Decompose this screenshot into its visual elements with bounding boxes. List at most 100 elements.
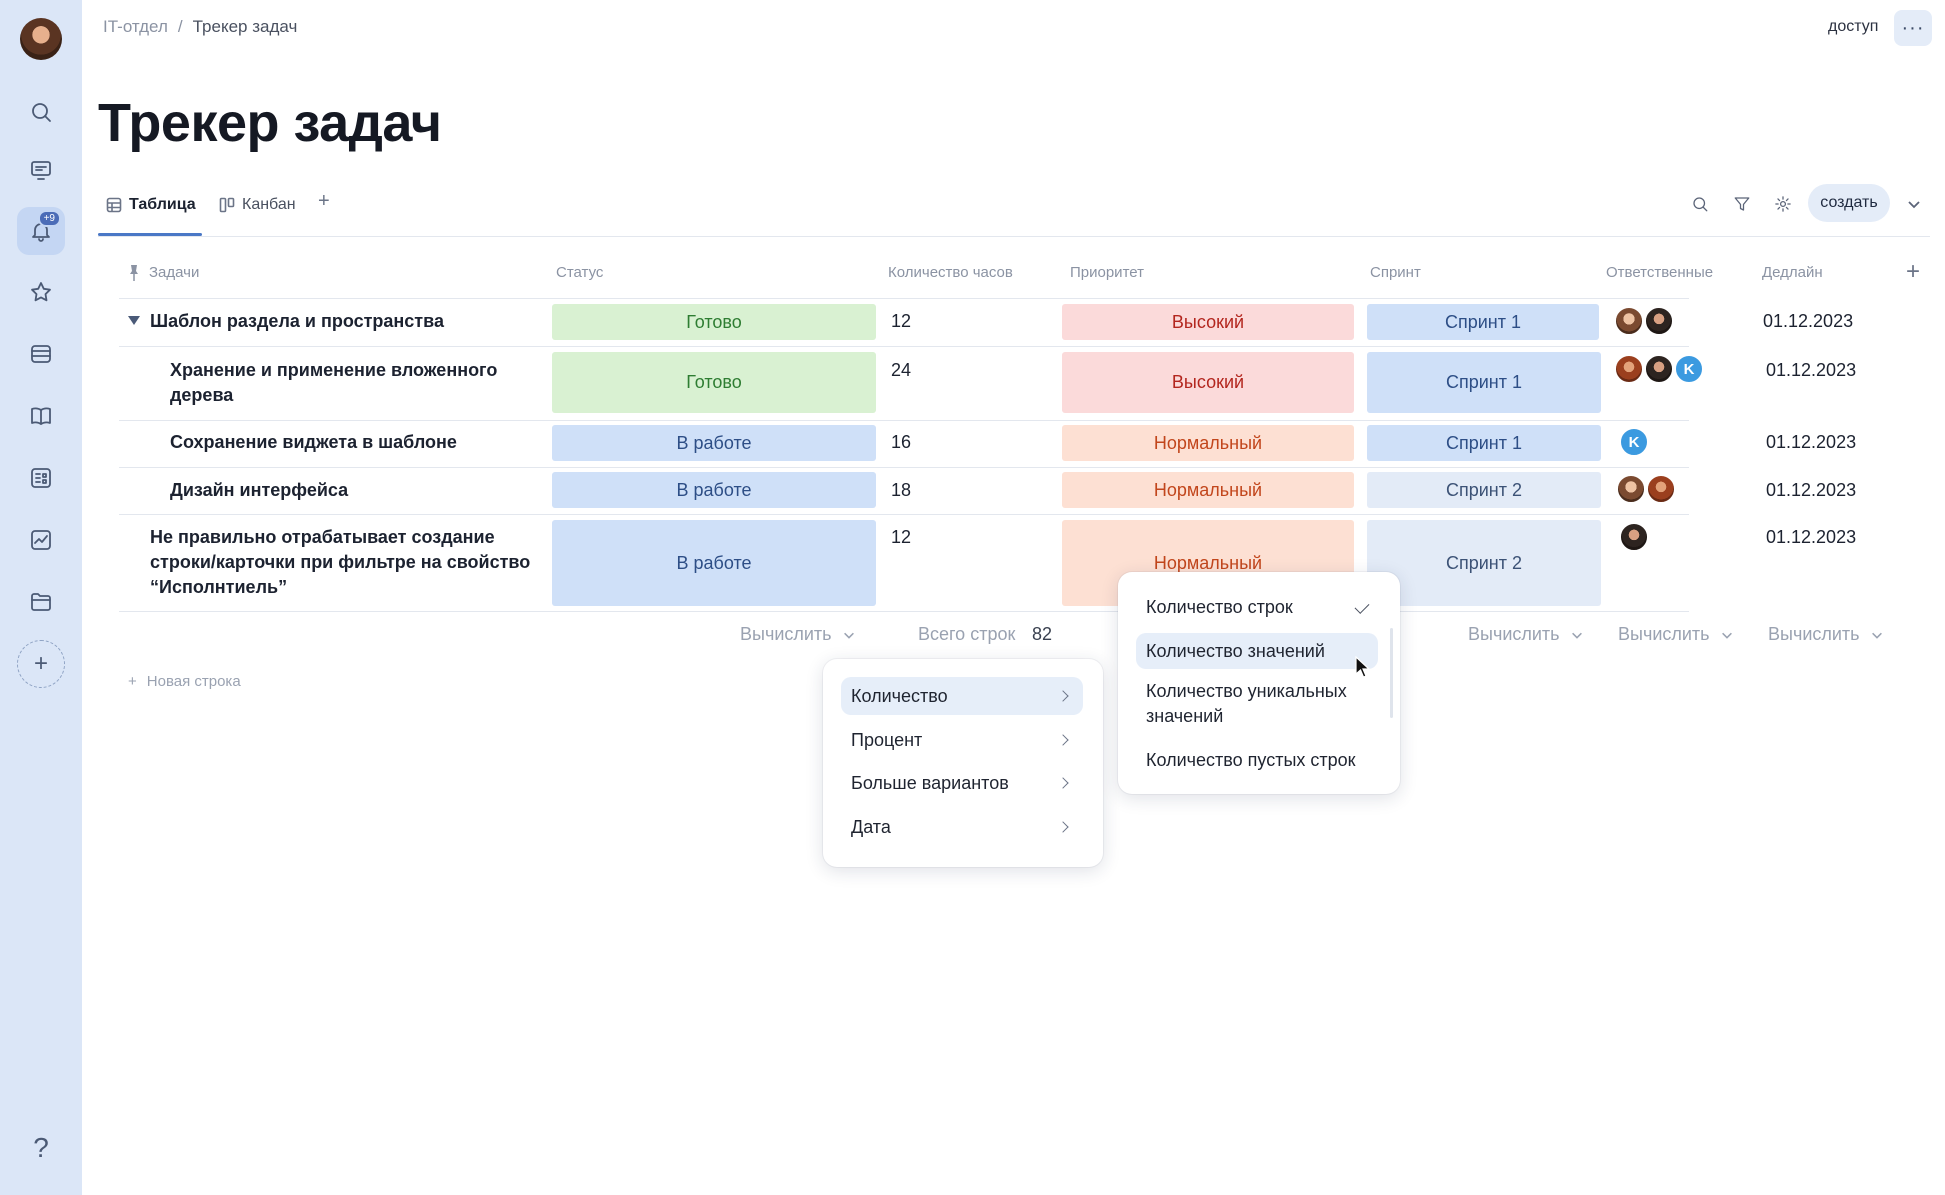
priority-badge[interactable]: Нормальный <box>1062 425 1354 461</box>
menu-item-percent[interactable]: Процент <box>841 721 1083 759</box>
task-title[interactable]: Сохранение виджета в шаблоне <box>170 432 457 452</box>
new-row-button[interactable]: + Новая строка <box>128 673 241 690</box>
filter-button[interactable] <box>1728 190 1756 218</box>
status-badge[interactable]: В работе <box>552 425 876 461</box>
avatar[interactable]: K <box>1674 354 1704 384</box>
column-header-deadline[interactable]: Дедлайн <box>1762 264 1823 281</box>
hours-value[interactable]: 24 <box>891 360 912 380</box>
deadline-value[interactable]: 01.12.2023 <box>1766 432 1857 452</box>
plus-icon: + <box>128 673 137 690</box>
sprint-badge[interactable]: Спринт 1 <box>1367 352 1601 413</box>
table-search-button[interactable] <box>1686 190 1714 218</box>
submenu-scrollbar[interactable] <box>1390 628 1393 718</box>
column-header-priority[interactable]: Приоритет <box>1070 264 1144 281</box>
menu-item-label: Количество уникальных значений <box>1146 681 1347 726</box>
ellipsis-icon: ··· <box>1901 16 1925 39</box>
help-button[interactable]: ? <box>33 1132 49 1163</box>
submenu-item-value-count[interactable]: Количество значений <box>1136 633 1378 669</box>
deadline-value[interactable]: 01.12.2023 <box>1766 527 1857 547</box>
column-header-status[interactable]: Статус <box>556 264 604 281</box>
row-divider <box>119 346 1689 347</box>
tab-kanban[interactable]: Канбан <box>219 192 296 218</box>
breadcrumb-parent[interactable]: IT-отдел <box>103 17 168 36</box>
deadline-value[interactable]: 01.12.2023 <box>1766 360 1857 380</box>
calc-status-dropdown[interactable]: Вычислить <box>740 624 856 645</box>
rail-chat-button[interactable] <box>17 146 65 194</box>
sprint-badge[interactable]: Спринт 2 <box>1367 472 1601 508</box>
column-header-sprint[interactable]: Спринт <box>1370 264 1421 281</box>
tab-table[interactable]: Таблица <box>106 192 196 218</box>
hours-value[interactable]: 12 <box>891 527 912 547</box>
avatar[interactable] <box>1644 306 1674 336</box>
rail-files-button[interactable] <box>17 578 65 626</box>
settings-button[interactable] <box>1769 190 1797 218</box>
more-options-button[interactable]: ··· <box>1894 10 1932 46</box>
submenu-item-empty-count[interactable]: Количество пустых строк <box>1136 742 1388 778</box>
breadcrumb-current[interactable]: Трекер задач <box>192 17 298 36</box>
avatar[interactable] <box>1619 522 1649 552</box>
column-header-assignees[interactable]: Ответственные <box>1606 264 1714 281</box>
status-badge[interactable]: Готово <box>552 352 876 413</box>
task-title[interactable]: Дизайн интерфейса <box>170 480 349 500</box>
menu-item-date[interactable]: Дата <box>841 808 1083 846</box>
status-badge[interactable]: В работе <box>552 472 876 508</box>
calc-sprint-dropdown[interactable]: Вычислить <box>1468 624 1584 645</box>
avatar[interactable] <box>1616 474 1646 504</box>
status-badge[interactable]: В работе <box>552 520 876 606</box>
rail-search-button[interactable] <box>17 88 65 136</box>
menu-item-label: Дата <box>851 816 891 837</box>
monitor-icon <box>31 161 51 180</box>
rail-inbox-button[interactable] <box>17 330 65 378</box>
rail-knowledge-button[interactable] <box>17 392 65 440</box>
priority-badge[interactable]: Высокий <box>1062 352 1354 413</box>
avatar[interactable] <box>1644 354 1674 384</box>
column-header-tasks[interactable]: Задачи <box>149 264 200 281</box>
hours-value[interactable]: 16 <box>891 432 912 452</box>
create-button[interactable]: создать <box>1808 184 1890 222</box>
priority-badge[interactable]: Нормальный <box>1062 472 1354 508</box>
user-avatar[interactable] <box>20 18 62 60</box>
add-view-button[interactable]: + <box>318 190 330 212</box>
chevron-right-icon <box>1057 690 1069 702</box>
breadcrumb-separator: / <box>177 17 183 36</box>
submenu-item-unique-count[interactable]: Количество уникальных значений <box>1136 679 1378 729</box>
filter-icon <box>1734 197 1750 211</box>
add-column-button[interactable]: + <box>1906 258 1921 285</box>
deadline-value[interactable]: 01.12.2023 <box>1763 311 1854 331</box>
menu-item-more-options[interactable]: Больше вариантов <box>841 764 1083 802</box>
calc-label: Вычислить <box>740 624 832 644</box>
task-title[interactable]: Шаблон раздела и пространства <box>150 311 444 331</box>
deadline-value[interactable]: 01.12.2023 <box>1766 480 1857 500</box>
calc-assignees-dropdown[interactable]: Вычислить <box>1618 624 1734 645</box>
access-button[interactable]: доступ <box>1828 18 1879 35</box>
mouse-cursor-icon <box>1355 656 1371 678</box>
create-options-button[interactable] <box>1900 190 1928 218</box>
avatar[interactable]: K <box>1619 427 1649 457</box>
rail-favorites-button[interactable] <box>17 268 65 316</box>
menu-item-label: Больше вариантов <box>851 772 1009 793</box>
avatar[interactable] <box>1614 354 1644 384</box>
submenu-item-row-count[interactable]: Количество строк <box>1136 589 1388 625</box>
avatar[interactable] <box>1614 306 1644 336</box>
rail-analytics-button[interactable] <box>17 516 65 564</box>
collapse-caret-icon[interactable] <box>128 316 140 325</box>
menu-item-count[interactable]: Количество <box>841 677 1083 715</box>
hours-value[interactable]: 18 <box>891 480 912 500</box>
chevron-down-icon <box>1721 632 1732 639</box>
task-title[interactable]: Хранение и применение вложенного дерева <box>170 360 498 405</box>
sprint-badge[interactable]: Спринт 2 <box>1367 520 1601 606</box>
sprint-badge[interactable]: Спринт 1 <box>1367 425 1601 461</box>
rail-add-button[interactable]: + <box>17 640 65 688</box>
hours-value[interactable]: 12 <box>891 311 912 331</box>
status-badge[interactable]: Готово <box>552 304 876 340</box>
sprint-badge[interactable]: Спринт 1 <box>1367 304 1599 340</box>
avatar[interactable] <box>1646 474 1676 504</box>
priority-badge[interactable]: Высокий <box>1062 304 1354 340</box>
rail-notifications-button[interactable]: +9 <box>17 207 65 255</box>
rail-dashboard-button[interactable] <box>17 454 65 502</box>
new-row-label: Новая строка <box>146 673 241 690</box>
calc-deadline-dropdown[interactable]: Вычислить <box>1768 624 1884 645</box>
column-header-hours[interactable]: Количество часов <box>888 264 1013 281</box>
search-icon <box>1693 197 1708 212</box>
task-title[interactable]: Не правильно отрабатывает создание строк… <box>150 527 531 597</box>
